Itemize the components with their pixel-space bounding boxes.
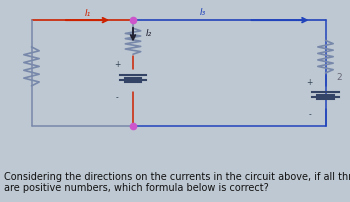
Text: -: - [116,93,119,101]
Text: -: - [308,109,311,118]
Text: 2: 2 [337,73,342,82]
Text: +: + [114,60,120,69]
Text: I₂: I₂ [145,29,152,38]
Text: +: + [307,77,313,86]
Text: I₃: I₃ [200,8,206,17]
Text: Considering the directions on the currents in the circuit above, if all three cu: Considering the directions on the curren… [4,171,350,192]
Text: I₁: I₁ [84,9,91,18]
